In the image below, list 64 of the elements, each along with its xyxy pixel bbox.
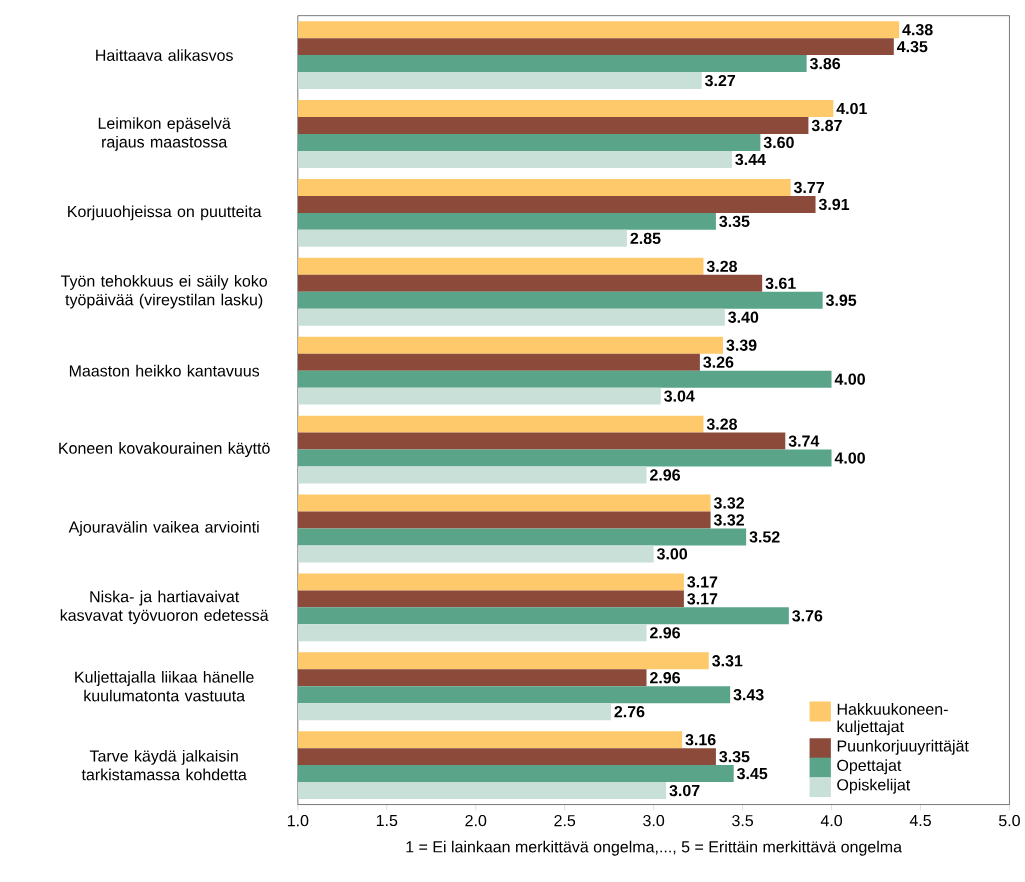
x-axis-title: 1 = Ei lainkaan merkittävä ongelma,..., 5 = Erittäin merkittävä ongelma xyxy=(406,841,902,856)
data-label: 4.38 xyxy=(902,24,933,36)
data-label: 2.96 xyxy=(650,672,681,684)
data-label: 3.00 xyxy=(656,548,688,560)
y-tick-label: Leimikon epäselvä rajaus maastossa xyxy=(98,117,231,152)
data-label: 3.35 xyxy=(719,751,750,763)
data-label: 3.26 xyxy=(703,356,734,369)
y-tick-label: Työn tehokkuus ei säily koko työpäivää (vireystilan lasku) xyxy=(60,275,268,309)
data-label: 3.60 xyxy=(763,137,794,149)
data-label: 3.28 xyxy=(706,260,738,273)
data-label: 2.96 xyxy=(650,627,681,639)
data-label: 4.00 xyxy=(834,373,865,386)
y-tick-label: Kuljettajalla liikaa hänelle kuulumatonta vastuuta xyxy=(75,671,254,702)
data-label: 3.04 xyxy=(664,390,695,403)
legend-label: Opettajat xyxy=(837,759,902,775)
x-tick-label: 2.0 xyxy=(465,815,487,827)
y-tick-label: Korjuuohjeissa on puutteita xyxy=(68,205,262,221)
data-label: 3.16 xyxy=(685,734,716,746)
data-label: 4.00 xyxy=(834,452,865,464)
y-tick-label: Koneen kovakourainen käyttö xyxy=(59,442,270,458)
data-label: 3.40 xyxy=(728,311,759,324)
x-tick-label: 4.5 xyxy=(909,815,931,827)
data-label: 3.28 xyxy=(706,418,738,431)
data-label: 4.35 xyxy=(897,41,928,53)
data-label: 3.95 xyxy=(825,294,857,307)
legend-label: Puunkorjuuyrittäjät xyxy=(837,740,969,755)
data-label: 3.87 xyxy=(811,120,842,132)
data-label: 3.31 xyxy=(712,655,743,667)
x-tick-label: 1.5 xyxy=(376,815,398,827)
data-label: 3.07 xyxy=(669,785,700,797)
data-label: 3.76 xyxy=(792,610,823,622)
data-label: 2.76 xyxy=(614,706,645,718)
y-tick-label: Niska- ja hartiavaivat kasvavat työvuoron edetessä xyxy=(60,590,269,625)
data-label: 3.52 xyxy=(749,531,780,543)
data-label: 3.32 xyxy=(713,514,744,526)
data-label: 3.39 xyxy=(726,339,757,352)
x-tick-label: 5.0 xyxy=(998,815,1020,827)
legend-label: Opiskelijat xyxy=(837,778,911,794)
data-label: 2.85 xyxy=(630,232,661,245)
data-label: 3.32 xyxy=(713,497,744,509)
y-tick-label: Maaston heikko kantavuus xyxy=(69,365,260,377)
data-label: 3.77 xyxy=(793,182,824,194)
x-tick-label: 4.0 xyxy=(820,815,843,827)
data-label: 3.74 xyxy=(788,435,820,447)
data-label: 3.86 xyxy=(809,58,841,70)
y-tick-label: Ajouravälin vaikea arviointi xyxy=(68,521,259,537)
x-tick-label: 3.0 xyxy=(643,815,665,827)
data-label: 3.44 xyxy=(735,154,766,166)
data-label: 3.17 xyxy=(687,593,718,605)
x-tick-label: 3.5 xyxy=(732,815,754,827)
data-label: 3.61 xyxy=(765,277,796,290)
data-label: 3.27 xyxy=(704,75,736,87)
data-label: 3.45 xyxy=(737,768,768,780)
data-label: 2.96 xyxy=(650,469,681,481)
data-label: 3.35 xyxy=(719,215,750,228)
data-label: 4.01 xyxy=(836,103,867,115)
x-tick-label: 1.0 xyxy=(287,815,309,827)
y-tick-label: Haittaava alikasvos xyxy=(96,49,233,62)
data-label: 3.43 xyxy=(733,689,764,701)
data-label: 3.91 xyxy=(818,198,850,211)
data-label: 3.17 xyxy=(687,576,718,588)
x-tick-label: 2.5 xyxy=(554,815,576,827)
legend-label: Hakkuukoneen-kuljettajat xyxy=(837,703,948,736)
y-tick-label: Tarve käydä jalkaisin tarkistamassa kohdetta xyxy=(81,750,247,781)
